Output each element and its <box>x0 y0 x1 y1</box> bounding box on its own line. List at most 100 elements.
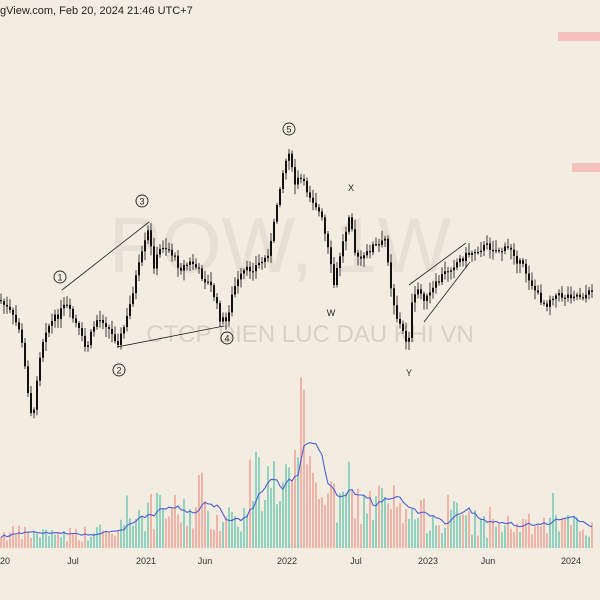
candle-body <box>504 246 506 252</box>
candle-body <box>84 335 86 347</box>
candle-body <box>333 264 335 286</box>
candle-body <box>246 266 248 271</box>
volume-bar <box>303 389 305 548</box>
candle-body <box>528 273 530 281</box>
candle-body <box>402 323 404 331</box>
volume-bar <box>363 495 365 548</box>
volume-bar <box>12 525 14 548</box>
candle-body <box>285 160 287 174</box>
candle-body <box>192 261 194 265</box>
volume-bar <box>156 493 158 548</box>
volume-moving-average-line <box>0 442 593 539</box>
candle-body <box>201 268 203 279</box>
volume-bar <box>18 525 20 548</box>
candle-body <box>561 293 563 298</box>
volume-bar <box>120 519 122 548</box>
candle-body <box>255 265 257 272</box>
volume-bar <box>21 539 23 548</box>
volume-bar <box>288 467 290 548</box>
volume-bar <box>345 492 347 548</box>
volume-bar <box>240 531 242 548</box>
candle-body <box>162 247 164 250</box>
candle-body <box>171 249 173 256</box>
svg-text:4: 4 <box>224 334 229 344</box>
volume-bar <box>72 533 74 548</box>
candle-body <box>534 285 536 291</box>
candle-body <box>423 293 425 301</box>
volume-bar <box>522 518 524 548</box>
volume-bar <box>78 540 80 548</box>
volume-bar <box>33 530 35 548</box>
volume-bar <box>582 529 584 548</box>
candle-body <box>216 297 218 304</box>
volume-bar <box>456 502 458 548</box>
candle-body <box>411 302 413 338</box>
candle-body <box>105 323 107 328</box>
volume-bar <box>24 526 26 548</box>
candle-body <box>207 281 209 283</box>
volume-bar <box>126 495 128 548</box>
candle-body <box>357 252 359 257</box>
volume-bar <box>438 525 440 548</box>
volume-bar <box>447 494 449 548</box>
volume-bar <box>123 524 125 548</box>
volume-bar <box>558 531 560 548</box>
candle-body <box>381 240 383 245</box>
volume-bar <box>513 531 515 548</box>
candle-body <box>309 192 311 198</box>
candle-body <box>144 240 146 252</box>
candle-body <box>474 252 476 254</box>
volume-bar <box>405 509 407 548</box>
volume-bar <box>3 532 5 548</box>
candle-body <box>414 294 416 303</box>
candle-body <box>123 327 125 334</box>
candle-body <box>48 325 50 333</box>
volume-bar <box>186 525 188 548</box>
volume-bar <box>318 499 320 548</box>
wave-annotation-lines <box>61 221 471 348</box>
volume-bar <box>555 515 557 548</box>
volume-bar <box>507 515 509 548</box>
candle-body <box>435 281 437 288</box>
candle-body <box>231 294 233 313</box>
wave-label-x: X <box>348 183 354 193</box>
candle-body <box>69 304 71 309</box>
volume-bar <box>579 531 581 548</box>
wave-label-y: Y <box>406 368 412 378</box>
candle-body <box>390 262 392 289</box>
volume-bar <box>396 506 398 548</box>
volume-bar <box>150 493 152 548</box>
candle-body <box>240 273 242 280</box>
svg-text:5: 5 <box>286 125 291 135</box>
candle-body <box>489 243 491 250</box>
volume-bar <box>252 500 254 548</box>
candle-body <box>558 293 560 296</box>
volume-bar <box>417 517 419 548</box>
volume-bar <box>0 537 2 548</box>
candle-body <box>198 267 200 269</box>
candle-body <box>471 252 473 255</box>
candle-body <box>57 314 59 319</box>
volume-bar <box>132 525 134 548</box>
volume-bar <box>147 502 149 548</box>
volume-bar <box>471 534 473 548</box>
volume-bar <box>159 494 161 548</box>
volume-bar <box>492 518 494 548</box>
volume-bar <box>210 528 212 548</box>
volume-bar <box>315 482 317 548</box>
x-axis: 20 Jul 2021 Jun 2022 Jul 2023 Jun 2024 <box>0 556 581 566</box>
candle-body <box>156 254 158 269</box>
candle-body <box>60 308 62 319</box>
candle-body <box>252 271 254 273</box>
volume-bar <box>480 518 482 548</box>
volume-bar <box>45 529 47 548</box>
volume-bar <box>258 457 260 548</box>
volume-bar <box>546 533 548 548</box>
candle-body <box>522 260 524 264</box>
volume-bar <box>549 517 551 548</box>
volume-bar <box>354 518 356 548</box>
candle-body <box>327 233 329 248</box>
volume-bar <box>297 457 299 548</box>
candle-body <box>495 250 497 252</box>
